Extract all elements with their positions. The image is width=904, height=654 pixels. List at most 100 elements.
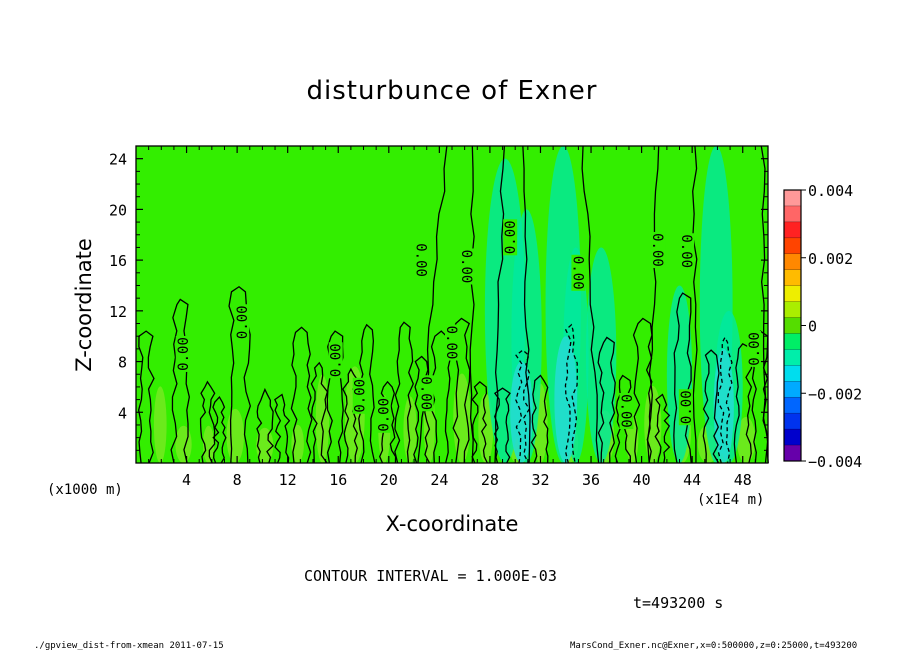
contour-line: [530, 374, 549, 464]
x-tick-label: 8: [233, 471, 242, 489]
y-axis-label: Z-coordinate: [72, 238, 96, 372]
contour-label: 0.00: [569, 256, 585, 290]
positive-region: [153, 386, 167, 463]
contour-line: [199, 380, 216, 464]
contour-label-bg: [414, 242, 429, 279]
negative-region: [666, 285, 693, 463]
contour-label-bg: [460, 248, 475, 285]
negative-region: [585, 247, 617, 463]
y-tick-label: 12: [109, 303, 127, 321]
contour-line: [760, 145, 769, 464]
contour-label: 0.00: [617, 394, 633, 428]
contour-label: 0.00: [747, 332, 763, 366]
contour-line: [394, 321, 414, 464]
negative-core-region: [554, 336, 578, 463]
colorbar-swatch: [784, 333, 801, 350]
contour-label-layer: 0.00 0.00 0.00 0.00 0.00 0.00 0.00 0.00 0.00 0.00…: [175, 219, 763, 433]
colorbar-swatch: [784, 221, 801, 239]
negative-core-region: [713, 348, 734, 463]
contour-line: [452, 317, 471, 464]
contour-label: 0.00: [678, 234, 694, 268]
x-tick-label: 12: [279, 471, 297, 489]
colorbar-swatch: [784, 413, 801, 430]
colorbar-tick-label: −0.004: [808, 453, 862, 471]
colorbar-swatch: [784, 445, 801, 462]
x-unit-label: (x1000 m): [47, 482, 123, 498]
contour-label-bg: [571, 254, 586, 291]
contour-label-bg: [352, 377, 367, 414]
colorbar-swatch: [784, 190, 801, 207]
x-scale-label: (x1E4 m): [697, 492, 765, 508]
colorbar-swatch: [784, 237, 801, 255]
contour-label-bg: [747, 330, 762, 367]
contour-line: [228, 285, 252, 464]
contour-fill-layer: [136, 146, 768, 464]
contour-label-bg: [376, 396, 391, 433]
colorbar-swatch: [784, 285, 801, 303]
y-tick-label: 24: [109, 151, 127, 169]
contour-line: [342, 367, 360, 464]
contour-line: [632, 317, 653, 464]
contour-label-bg: [419, 375, 434, 412]
contour-label-bg: [328, 342, 343, 379]
colorbar-swatch: [784, 301, 801, 319]
contour-line: [274, 393, 291, 464]
colorbar-swatch: [784, 397, 801, 414]
contour-line: [515, 349, 531, 464]
x-axis: 4 8 12 16 20 24 28 32 36 40 44 48: [148, 146, 756, 489]
colorbar-swatch: [784, 429, 801, 446]
contour-label-bg: [678, 389, 693, 426]
colorbar-swatch: [784, 269, 801, 287]
x-tick-label: 16: [329, 471, 347, 489]
contour-line: [733, 342, 753, 464]
contour-label-bg: [235, 304, 250, 341]
y-tick-label: 16: [109, 252, 127, 270]
contour-line: [290, 326, 313, 464]
chart-title: disturbunce of Exner: [306, 76, 598, 106]
contour-label: 0.00: [329, 343, 345, 377]
contour-line: [256, 387, 274, 464]
contour-line: [469, 145, 475, 464]
footer-script-info: ./gpview_dist-from-xmean 2011-07-15: [34, 641, 224, 651]
positive-region: [175, 425, 192, 463]
contour-line: [137, 330, 155, 464]
contour-label: 0.00: [503, 220, 519, 254]
contour-line: [646, 145, 660, 464]
contour-line: [494, 145, 506, 464]
x-tick-label: 40: [633, 471, 651, 489]
colorbar-tick-label: 0.002: [808, 250, 853, 268]
contour-line: [413, 355, 431, 464]
contour-label: 0.00: [413, 243, 429, 277]
x-tick-label: 36: [582, 471, 600, 489]
contour-label: 0.00: [649, 233, 665, 267]
contour-label-bg: [175, 335, 190, 372]
contour-line: [702, 349, 720, 464]
contour-line: [358, 323, 376, 464]
colorbar-swatch: [784, 365, 801, 382]
colorbar-tick-label: 0.004: [808, 182, 853, 200]
contour-line: [581, 145, 600, 464]
contour-interval-text: CONTOUR INTERVAL = 1.000E-03: [304, 567, 557, 585]
x-tick-label: 20: [380, 471, 398, 489]
colorbar-tick-label: 0: [808, 318, 817, 336]
colorbar-tick-label: −0.002: [808, 385, 862, 403]
colorbar-swatch: [784, 349, 801, 366]
contour-line: [597, 336, 616, 464]
contour-line: [212, 395, 227, 464]
contour-line: [310, 361, 329, 464]
contour-line: [430, 330, 452, 464]
y-tick-label: 20: [109, 201, 127, 219]
colorbar-swatch: [784, 317, 801, 334]
colorbar-swatch: [784, 253, 801, 271]
contour-line: [717, 336, 733, 464]
contour-line: [614, 374, 632, 464]
contour-line: [522, 145, 531, 464]
colorbar-swatch: [784, 205, 801, 223]
contour-label-bg: [680, 233, 695, 270]
positive-region: [202, 425, 215, 463]
contour-line: [326, 330, 344, 464]
contour-label: 0.00: [377, 398, 393, 432]
contour-label-bg: [503, 219, 518, 256]
contour-label: 0.00: [235, 305, 251, 339]
